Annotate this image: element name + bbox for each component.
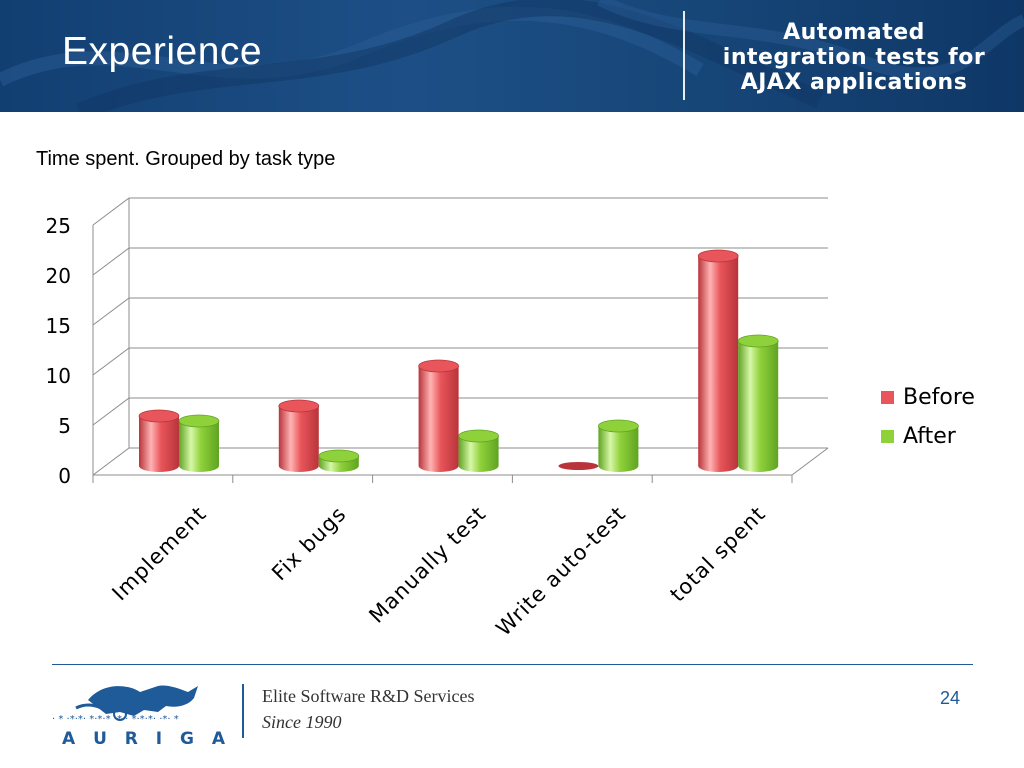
y-tick-label: 5 xyxy=(58,414,71,438)
company-name: Elite Software R&D Services xyxy=(262,686,475,706)
bar-before-top xyxy=(278,399,320,413)
header-subtitle: Automated integration tests for AJAX app… xyxy=(700,20,1008,95)
svg-text:· * ·*·*· *·*·* ·*·· *·*·*· ·*: · * ·*·*· *·*·* ·*·· *·*·*· ·*· * xyxy=(52,714,179,725)
bar-before xyxy=(698,256,739,473)
bar-after xyxy=(179,421,219,472)
bar-before-top xyxy=(138,409,180,423)
bar-after xyxy=(598,426,639,473)
y-tick-label: 25 xyxy=(46,214,71,238)
gridline-side xyxy=(92,447,130,476)
page-number: 24 xyxy=(940,688,961,708)
slide-title: Experience xyxy=(62,30,263,73)
x-tick-label: Implement xyxy=(107,502,211,606)
header-background-pattern xyxy=(0,0,1024,112)
legend-swatch xyxy=(881,430,894,443)
bar-after-top xyxy=(318,449,360,463)
y-tick-label: 0 xyxy=(58,464,71,488)
gridline-side xyxy=(92,297,130,326)
subtitle-line: integration tests for xyxy=(722,45,986,70)
gridline-side xyxy=(92,397,130,426)
company-since: Since 1990 xyxy=(262,712,342,732)
auriga-logo: · * ·*·*· *·*·* ·*·· *·*·*· ·*· * A U R … xyxy=(52,685,231,749)
x-tick-label: Manually test xyxy=(364,502,490,628)
subtitle-line: Automated xyxy=(783,20,925,45)
bar-before xyxy=(139,416,179,472)
gridline-side xyxy=(92,247,130,276)
bar-before xyxy=(418,366,459,473)
horse-icon xyxy=(75,685,198,721)
floor-edge xyxy=(791,447,829,476)
logo-text: A U R I G A xyxy=(62,729,231,749)
gridline-side xyxy=(92,347,130,376)
y-tick-label: 15 xyxy=(46,314,71,338)
x-tick-label: Write auto-test xyxy=(491,502,630,641)
slide-header: Experience Automated integration tests f… xyxy=(0,0,1024,112)
footer-divider xyxy=(52,664,973,665)
bar-after xyxy=(738,341,779,473)
bar-before xyxy=(558,462,599,470)
subtitle-line: AJAX applications xyxy=(740,70,968,95)
bar-after-top xyxy=(458,429,500,443)
bar-after-top xyxy=(598,419,639,433)
y-tick-label: 20 xyxy=(46,264,71,288)
legend-label: Before xyxy=(903,385,975,410)
stars-decoration: · * ·*·*· *·*·* ·*·· *·*·*· ·*· * xyxy=(52,714,179,725)
bar-after-top xyxy=(737,334,779,348)
bar-before-top xyxy=(418,359,460,373)
chart-title: Time spent. Grouped by task type xyxy=(36,148,336,170)
y-tick-label: 10 xyxy=(46,364,71,388)
bar-before xyxy=(278,406,319,473)
bar-after xyxy=(458,436,499,473)
x-tick-label: Fix bugs xyxy=(267,502,351,586)
bar-after-top xyxy=(178,414,220,428)
header-divider xyxy=(683,11,685,100)
legend-swatch xyxy=(881,391,894,404)
logo-divider xyxy=(242,684,244,738)
bar-chart: 0 5 10 15 20 25 Implement Fix bugs Manually test… xyxy=(46,197,975,641)
bar-before-top xyxy=(697,249,739,263)
gridline-side xyxy=(92,197,130,226)
x-tick-label: total spent xyxy=(665,502,770,607)
legend-label: After xyxy=(903,424,957,449)
